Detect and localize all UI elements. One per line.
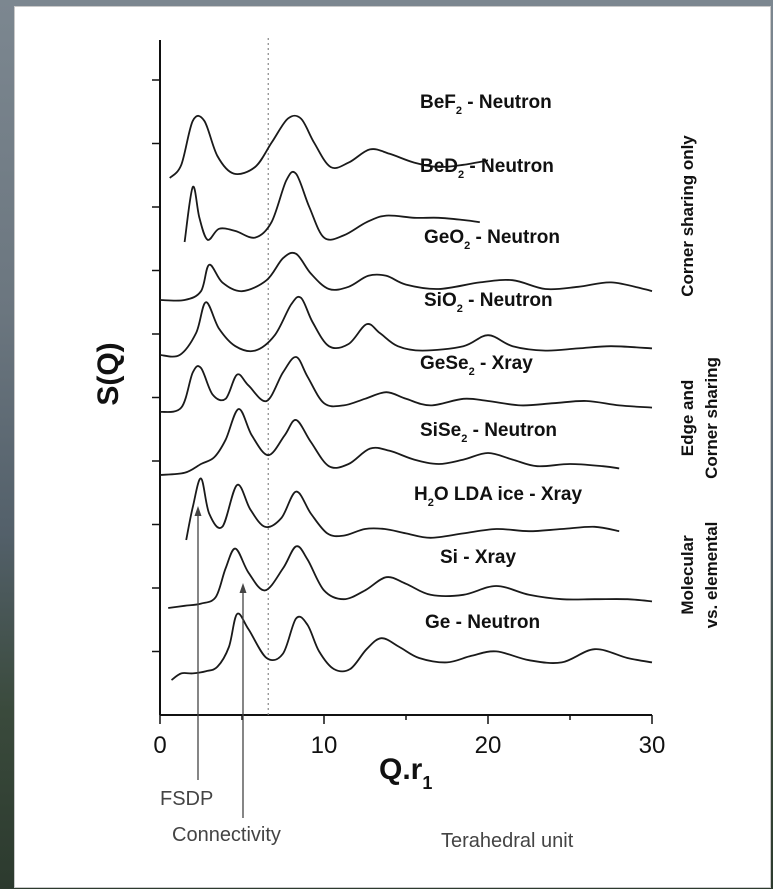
- series-label: H2O LDA ice - Xray: [414, 484, 582, 509]
- x-tick-label: 0: [153, 732, 166, 759]
- series-line: [159, 408, 620, 476]
- series-label: GeSe2 - Xray: [420, 353, 533, 378]
- series-line: [170, 612, 653, 681]
- group-label-edge-line2: Corner sharing: [702, 357, 721, 479]
- group-label-corner: Corner sharing only: [678, 135, 697, 297]
- connectivity-arrowhead: [239, 583, 247, 593]
- series-line: [159, 295, 653, 358]
- connectivity-label: Connectivity: [172, 824, 281, 846]
- x-tick-label: 10: [311, 732, 338, 759]
- series-line: [183, 170, 480, 243]
- x-axis-label-main: Q.r: [379, 753, 423, 786]
- series-line: [159, 251, 653, 302]
- y-axis-label: S(Q): [92, 342, 125, 405]
- fsdp-arrowhead: [194, 506, 202, 516]
- series-label: Si - Xray: [440, 547, 516, 568]
- series-label: Ge - Neutron: [425, 612, 540, 633]
- series-label: SiO2 - Neutron: [424, 290, 553, 315]
- x-ticks: 0 10 20 30: [153, 715, 665, 759]
- fsdp-label: FSDP: [160, 788, 213, 810]
- x-tick-label: 30: [639, 732, 666, 759]
- series-label: SiSe2 - Neutron: [420, 420, 557, 445]
- group-label-mol-line2: vs. elemental: [702, 522, 721, 629]
- x-axis-label-sub: 1: [422, 773, 432, 793]
- series-line: [159, 356, 653, 413]
- curves: [159, 114, 653, 681]
- series-label: BeD2 - Neutron: [420, 156, 554, 181]
- group-label-mol-line1: Molecular: [678, 535, 697, 615]
- series-label: GeO2 - Neutron: [424, 227, 560, 252]
- series-labels: BeF2 - Neutron BeD2 - Neutron GeO2 - Neutr…: [414, 92, 582, 633]
- series-line: [185, 477, 620, 541]
- series-label: BeF2 - Neutron: [420, 92, 552, 117]
- series-line: [169, 114, 489, 179]
- x-axis-label: Q.r1: [379, 753, 432, 793]
- series-line: [168, 545, 653, 609]
- y-ticks: [152, 79, 160, 653]
- x-tick-label: 20: [475, 732, 502, 759]
- group-label-edge-line1: Edge and: [678, 380, 697, 457]
- figure-panel: [14, 6, 771, 888]
- tetrahedral-label: Terahedral unit: [441, 830, 574, 852]
